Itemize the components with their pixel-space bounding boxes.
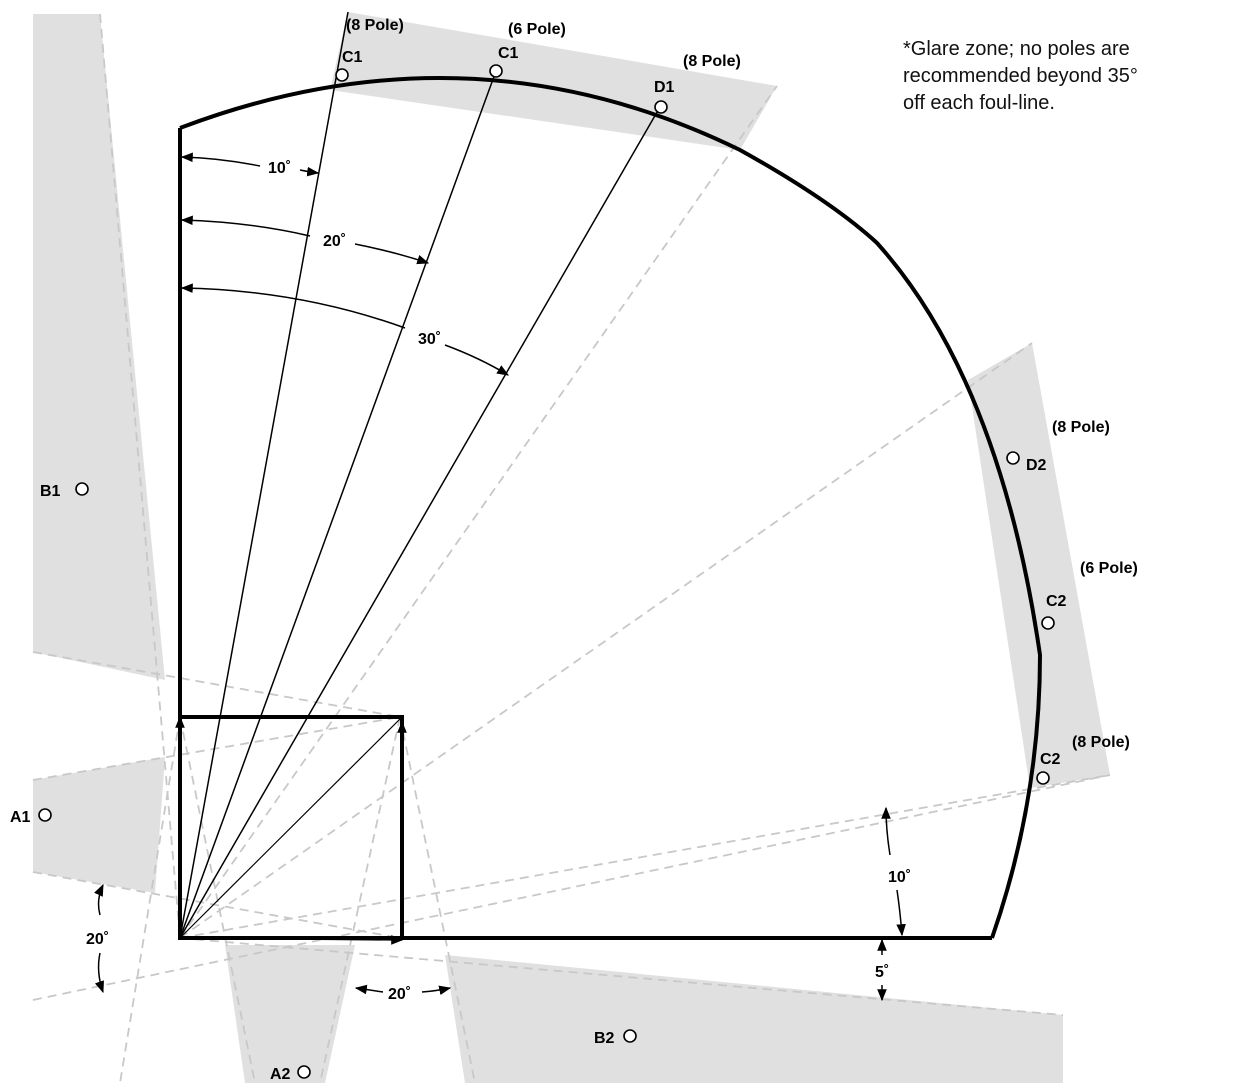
angle-10-right: 10˚ xyxy=(888,869,911,886)
pole-b1-name: B1 xyxy=(40,483,61,500)
pole-c2-6-marker xyxy=(1041,616,1055,630)
glare-zone-top xyxy=(330,12,777,150)
angle-20-side: 20˚ xyxy=(86,931,109,948)
pole-c1-6-tag: (6 Pole) xyxy=(508,21,566,38)
pole-d1-8-name: D1 xyxy=(654,79,675,96)
pole-c2-6-tag: (6 Pole) xyxy=(1080,560,1138,577)
angle-dimensions xyxy=(94,152,906,1002)
note-line-2: recommended beyond 35° xyxy=(903,65,1138,87)
pole-a1-marker xyxy=(38,808,52,822)
pole-c2-8-name: C2 xyxy=(1040,751,1061,768)
pole-d1-8-marker xyxy=(654,100,668,114)
pole-c1-8-marker xyxy=(335,68,349,82)
note-line-1: *Glare zone; no poles are xyxy=(903,38,1130,60)
pole-markers xyxy=(38,64,1055,1079)
angle-20-bottom: 20˚ xyxy=(388,986,411,1003)
pole-b2-name: B2 xyxy=(594,1030,615,1047)
angle-20-left: 20˚ xyxy=(323,233,346,250)
pole-c1-8-name: C1 xyxy=(342,49,363,66)
pole-d2-8-marker xyxy=(1006,451,1020,465)
note-line-3: off each foul-line. xyxy=(903,92,1055,114)
pole-a2-marker xyxy=(297,1065,311,1079)
pole-a2-name: A2 xyxy=(270,1066,291,1083)
pole-b1-marker xyxy=(75,482,89,496)
pole-c1-6-marker xyxy=(489,64,503,78)
glare-zone-right xyxy=(968,343,1110,788)
glare-zone-note: *Glare zone; no poles are recommended be… xyxy=(903,36,1223,117)
angle-30: 30˚ xyxy=(418,331,441,348)
glare-zone-bottom-a2 xyxy=(225,945,355,1083)
pole-labels: (8 Pole) C1 (6 Pole) C1 (8 Pole) D1 (8 P… xyxy=(10,17,1138,1083)
glare-zone-left xyxy=(33,14,165,680)
pole-d2-8-tag: (8 Pole) xyxy=(1052,419,1110,436)
pole-d1-8-tag: (8 Pole) xyxy=(683,53,741,70)
outfield-arc xyxy=(179,76,1043,939)
pole-c2-6-name: C2 xyxy=(1046,593,1067,610)
glare-zone-bottom-b2 xyxy=(445,955,1063,1083)
pole-b2-marker xyxy=(623,1029,637,1043)
pole-c1-6-name: C1 xyxy=(498,45,519,62)
pole-d2-8-name: D2 xyxy=(1026,457,1047,474)
glare-zone-left-lower xyxy=(33,757,165,893)
pole-c2-8-tag: (8 Pole) xyxy=(1072,734,1130,751)
aiming-rays xyxy=(175,11,661,945)
pole-c2-8-marker xyxy=(1036,771,1050,785)
glare-zones xyxy=(33,12,1110,1083)
angle-5: 5˚ xyxy=(875,964,889,981)
angle-labels: 10˚ 20˚ 30˚ 10˚ 5˚ 20˚ 20˚ xyxy=(86,160,911,1003)
angle-10-left: 10˚ xyxy=(268,160,291,177)
dashed-guide-lines xyxy=(32,13,1111,1083)
pole-c1-8-tag: (8 Pole) xyxy=(346,17,404,34)
pole-a1-name: A1 xyxy=(10,809,31,826)
